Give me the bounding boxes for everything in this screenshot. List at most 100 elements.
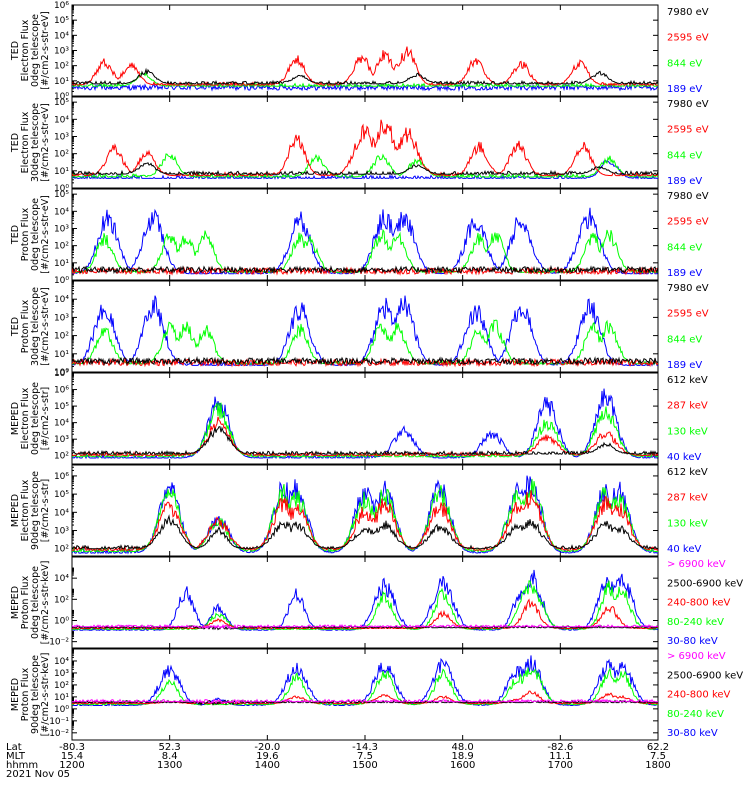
series-trace xyxy=(72,295,658,367)
y-tick-label: 10⁴ xyxy=(54,657,69,667)
series-trace xyxy=(72,388,658,460)
y-axis-label-line: Proton Flux xyxy=(20,575,31,629)
legend-entry: 40 keV xyxy=(667,452,701,463)
series-trace xyxy=(72,319,658,366)
y-axis-label-line: [#/cm2-s-str] xyxy=(40,387,51,450)
y-tick-label: 10¹ xyxy=(54,693,69,703)
y-tick-label: 10⁻¹ xyxy=(49,717,69,727)
legend-entry: 130 keV xyxy=(667,426,708,437)
y-axis-label-line: Proton Flux xyxy=(20,299,31,353)
y-tick-label: 10⁴ xyxy=(54,295,69,305)
x-row-label: Lat xyxy=(6,742,22,753)
x-row-value: 8.4 xyxy=(162,751,178,762)
series-trace xyxy=(72,698,658,705)
series-trace xyxy=(72,514,658,551)
legend-entry: 844 eV xyxy=(667,58,702,69)
legend-entry: 844 eV xyxy=(667,150,702,161)
x-row-value: 52.3 xyxy=(159,742,181,753)
x-row-label: MLT xyxy=(6,751,26,762)
x-row-value: -20.0 xyxy=(254,742,280,753)
legend-entry: 287 keV xyxy=(667,401,708,412)
legend-entry: 240-800 keV xyxy=(667,690,731,701)
series-trace xyxy=(72,46,658,87)
y-axis-label-line: 90deg telescope xyxy=(30,471,41,550)
legend-entry: 844 eV xyxy=(667,242,702,253)
y-tick-label: 10² xyxy=(54,332,69,342)
y-tick-label: 10⁴ xyxy=(54,574,69,584)
legend-entry: 287 keV xyxy=(667,493,708,504)
y-axis-label-line: 0deg telescope xyxy=(30,198,41,271)
x-row-value: 19.6 xyxy=(256,751,278,762)
y-axis-label-line: [#/cm2-s-str-eV] xyxy=(40,11,51,90)
y-tick-label: 10⁰ xyxy=(54,616,69,626)
y-tick-label: 10⁻² xyxy=(49,729,69,739)
y-axis-label-line: MEPED xyxy=(10,586,21,619)
legend-entry: 612 keV xyxy=(667,467,708,478)
y-tick-label: 10³ xyxy=(54,435,69,445)
series-trace xyxy=(72,475,658,555)
y-axis-label-line: 0deg telescope xyxy=(30,382,41,455)
legend-entry: 30-80 keV xyxy=(667,728,718,739)
x-row-value: 11.1 xyxy=(549,751,571,762)
date-label: 2021 Nov 05 xyxy=(6,769,70,780)
y-tick-label: 10⁴ xyxy=(54,115,69,125)
y-tick-label: 10³ xyxy=(54,527,69,537)
x-row-value: -82.6 xyxy=(547,742,573,753)
y-axis-label-line: TED xyxy=(10,133,21,153)
y-tick-label: 10⁶ xyxy=(54,1,69,11)
legend-entry: 80-240 keV xyxy=(667,709,724,720)
y-axis-label-line: Proton Flux xyxy=(20,667,31,721)
series-trace xyxy=(72,264,658,275)
series-trace xyxy=(72,490,658,552)
y-axis-label-line: Electron Flux xyxy=(20,111,31,173)
legend-entry: 189 eV xyxy=(667,176,702,187)
y-axis-label: TEDElectron Flux0deg telescope[#/cm2-s-s… xyxy=(10,11,51,90)
series-trace xyxy=(72,426,658,456)
x-row-value: 1400 xyxy=(255,760,280,771)
y-tick-label: 10⁰ xyxy=(54,368,69,378)
series-trace xyxy=(72,355,658,367)
y-tick-label: 10¹ xyxy=(54,259,69,269)
x-row-value: 1200 xyxy=(59,760,84,771)
legend-entry: 7980 eV xyxy=(667,99,709,110)
y-tick-label: 10¹ xyxy=(54,167,69,177)
series-trace xyxy=(72,624,658,631)
x-row-value: 1500 xyxy=(352,760,377,771)
y-axis-label-line: [#/cm2-s-str-eV] xyxy=(40,195,51,274)
y-tick-label: 10¹ xyxy=(54,77,69,87)
y-tick-label: 10⁵ xyxy=(54,190,69,200)
y-axis-label-line: TED xyxy=(10,41,21,61)
y-tick-label: 10² xyxy=(54,595,69,605)
legend-entry: 7980 eV xyxy=(667,191,709,202)
legend-entry: 240-800 keV xyxy=(667,598,731,609)
legend-entry: 189 eV xyxy=(667,360,702,371)
legend-entry: 130 keV xyxy=(667,518,708,529)
x-row-value: 1300 xyxy=(157,760,182,771)
y-tick-label: 10³ xyxy=(54,224,69,234)
legend-entry: 7980 eV xyxy=(667,283,709,294)
panel-frame xyxy=(71,556,659,649)
y-tick-label: 10⁴ xyxy=(54,31,69,41)
series-trace xyxy=(72,228,658,274)
y-tick-label: 10² xyxy=(54,62,69,72)
y-axis-label-line: MEPED xyxy=(10,678,21,711)
y-axis-label-line: Electron Flux xyxy=(20,19,31,81)
y-axis-label-line: 0deg telescope xyxy=(30,14,41,87)
series-trace xyxy=(72,655,658,707)
y-axis-label-line: [#/cm2-s-str-keV] xyxy=(40,561,51,645)
y-axis-label-line: [#/cm2-s-str-eV] xyxy=(40,103,51,182)
y-axis-label-line: [#/cm2-s-str-eV] xyxy=(40,287,51,366)
y-tick-label: 10⁰ xyxy=(54,92,69,102)
y-axis-label-line: Electron Flux xyxy=(20,387,31,449)
y-tick-label: 10⁻² xyxy=(49,638,69,648)
legend-entry: 844 eV xyxy=(667,334,702,345)
y-tick-label: 10³ xyxy=(54,132,69,142)
y-tick-label: 10² xyxy=(54,545,69,555)
